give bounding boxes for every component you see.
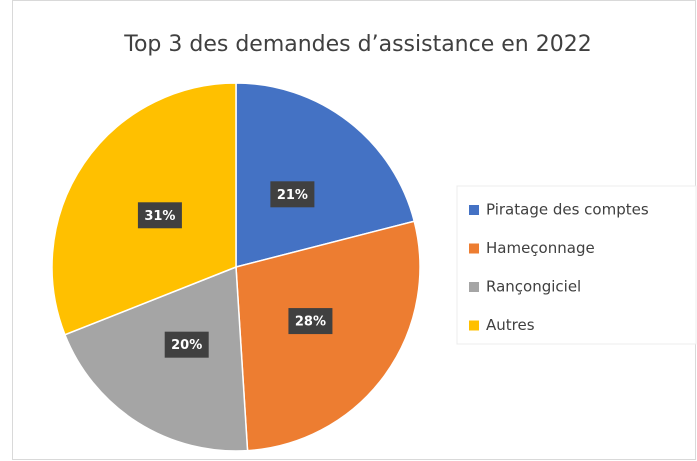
legend-swatch <box>469 282 479 292</box>
data-label-box <box>164 331 209 358</box>
data-label-box <box>270 181 315 208</box>
legend-label: Piratage des comptes <box>486 201 649 219</box>
data-label: 31% <box>144 209 175 224</box>
data-label-box <box>288 308 333 335</box>
legend-swatch <box>469 320 479 331</box>
pie-slice <box>235 220 421 452</box>
legend-label: Rançongiciel <box>486 278 581 296</box>
legend-swatch <box>469 243 479 254</box>
chart-title: Top 3 des demandes d’assistance en 2022 <box>123 32 591 57</box>
data-label: 21% <box>277 188 308 203</box>
pie-slice <box>235 82 416 268</box>
legend-label: Autres <box>486 316 535 334</box>
data-label: 20% <box>171 338 202 353</box>
data-label: 28% <box>295 315 326 330</box>
legend-label: Hameçonnage <box>486 239 595 257</box>
pie-slice <box>63 265 249 452</box>
legend-swatch <box>469 205 479 215</box>
legend-box <box>456 185 697 345</box>
data-label-box <box>137 202 182 229</box>
